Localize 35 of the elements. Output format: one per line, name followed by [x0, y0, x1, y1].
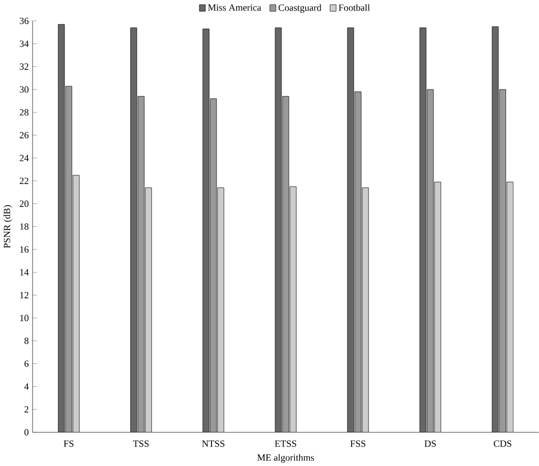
y-tick-label: 2	[24, 406, 28, 412]
y-tick-label: 30	[20, 86, 28, 93]
x-tick-label: TSS	[133, 440, 149, 447]
y-tick-label: 28	[20, 109, 28, 116]
legend-label: Coastguard	[278, 4, 322, 13]
y-tick-label: 22	[20, 178, 28, 184]
y-tick-label: 16	[20, 246, 29, 253]
y-tick-label: 6	[24, 360, 29, 367]
y-tick-label: 32	[20, 63, 28, 70]
y-tick-label: 4	[24, 383, 29, 390]
x-tick-label: DS	[424, 440, 436, 447]
legend-label: Miss America	[208, 4, 262, 11]
y-tick-label: 18	[20, 223, 28, 230]
legend-label: Football	[338, 4, 370, 11]
bar	[354, 92, 362, 432]
x-tick-label: CDS	[494, 440, 512, 447]
y-tick-label: 24	[20, 154, 29, 162]
y-tick-label: 10	[20, 314, 28, 322]
y-tick-label: 12	[20, 292, 28, 298]
x-tick-label: FSS	[350, 440, 366, 447]
y-tick-label: 26	[20, 132, 29, 138]
x-axis-title: ME algorithms	[257, 454, 314, 463]
x-tick-label: FS	[64, 440, 74, 447]
y-tick-label: 36	[20, 18, 29, 24]
y-tick-label: 20	[20, 200, 28, 207]
bar	[420, 28, 426, 432]
x-tick-label: ETSS	[274, 440, 296, 447]
bar	[202, 28, 210, 432]
y-tick-label: 0	[24, 428, 28, 436]
bar	[138, 96, 144, 432]
y-tick-label: 14	[20, 269, 29, 276]
x-tick-label: NTSS	[202, 440, 224, 447]
y-tick-label: 8	[24, 338, 28, 344]
y-axis-title: PSNR (dB)	[4, 205, 12, 248]
y-tick-label: 34	[20, 40, 29, 47]
